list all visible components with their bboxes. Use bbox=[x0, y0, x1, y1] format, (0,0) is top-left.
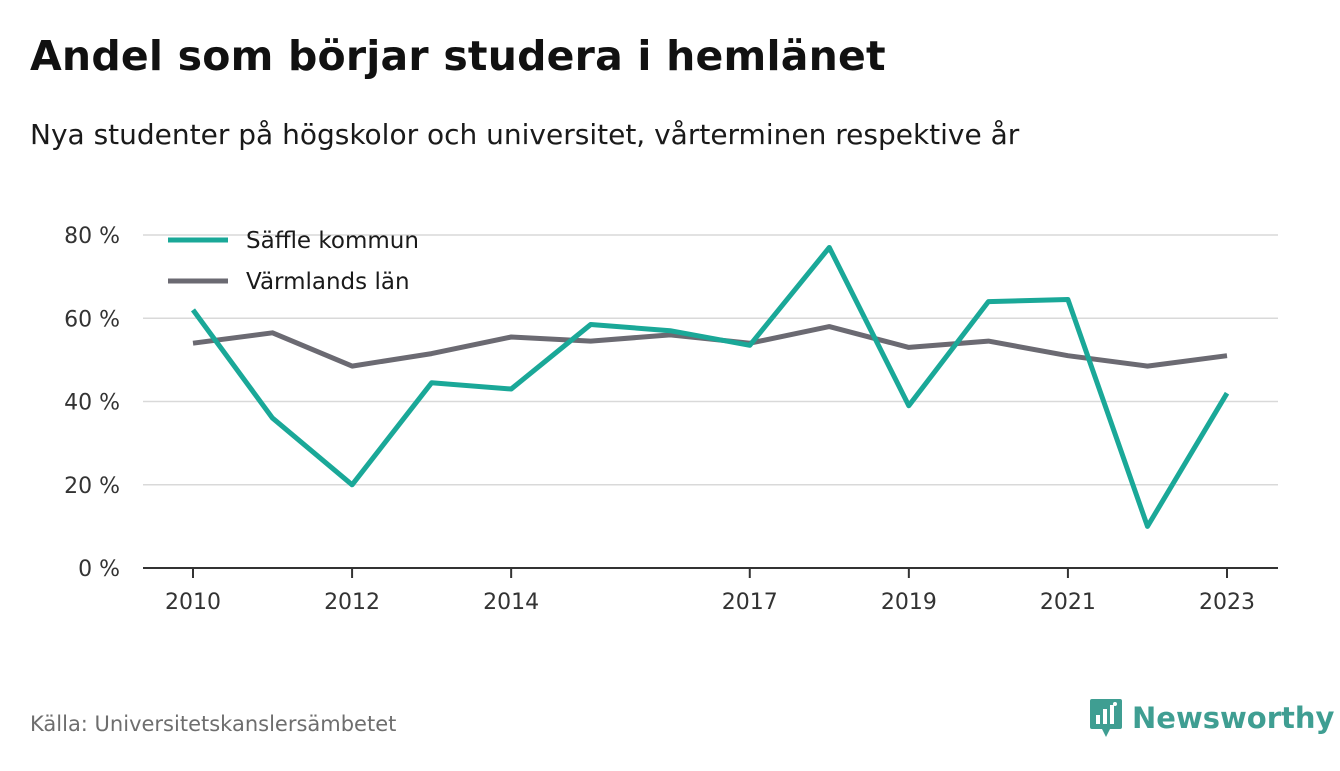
y-tick-label: 60 % bbox=[64, 307, 120, 332]
x-tick-label: 2010 bbox=[165, 590, 221, 615]
chart-subtitle: Nya studenter på högskolor och universit… bbox=[30, 118, 1020, 151]
line-chart: 0 % 20 % 40 % 60 % 80 % 2010 2012 2014 2017 2019 2… bbox=[64, 224, 1278, 615]
source-note: Källa: Universitetskanslersämbetet bbox=[30, 712, 397, 736]
y-tick-label: 0 % bbox=[78, 557, 120, 582]
bar-chart-icon bbox=[1090, 699, 1122, 737]
brand-name: Newsworthy bbox=[1132, 701, 1335, 735]
x-tick-label: 2023 bbox=[1199, 590, 1255, 615]
x-tick-label: 2019 bbox=[881, 590, 937, 615]
series-line-saffle-kommun bbox=[190, 245, 1230, 529]
legend-label: Säffle kommun bbox=[246, 228, 419, 254]
y-tick-label: 20 % bbox=[64, 474, 120, 499]
y-tick-label: 80 % bbox=[64, 224, 120, 249]
x-tick-label: 2017 bbox=[722, 590, 778, 615]
legend-label: Värmlands län bbox=[246, 269, 410, 295]
y-tick-label: 40 % bbox=[64, 391, 120, 416]
x-tick-label: 2012 bbox=[324, 590, 380, 615]
chart-title: Andel som börjar studera i hemlänet bbox=[30, 32, 886, 80]
x-tick-label: 2014 bbox=[483, 590, 539, 615]
x-tick-label: 2021 bbox=[1040, 590, 1096, 615]
series-line-varmlands-lan bbox=[192, 324, 1228, 369]
newsworthy-logo[interactable]: Newsworthy bbox=[1088, 697, 1334, 739]
